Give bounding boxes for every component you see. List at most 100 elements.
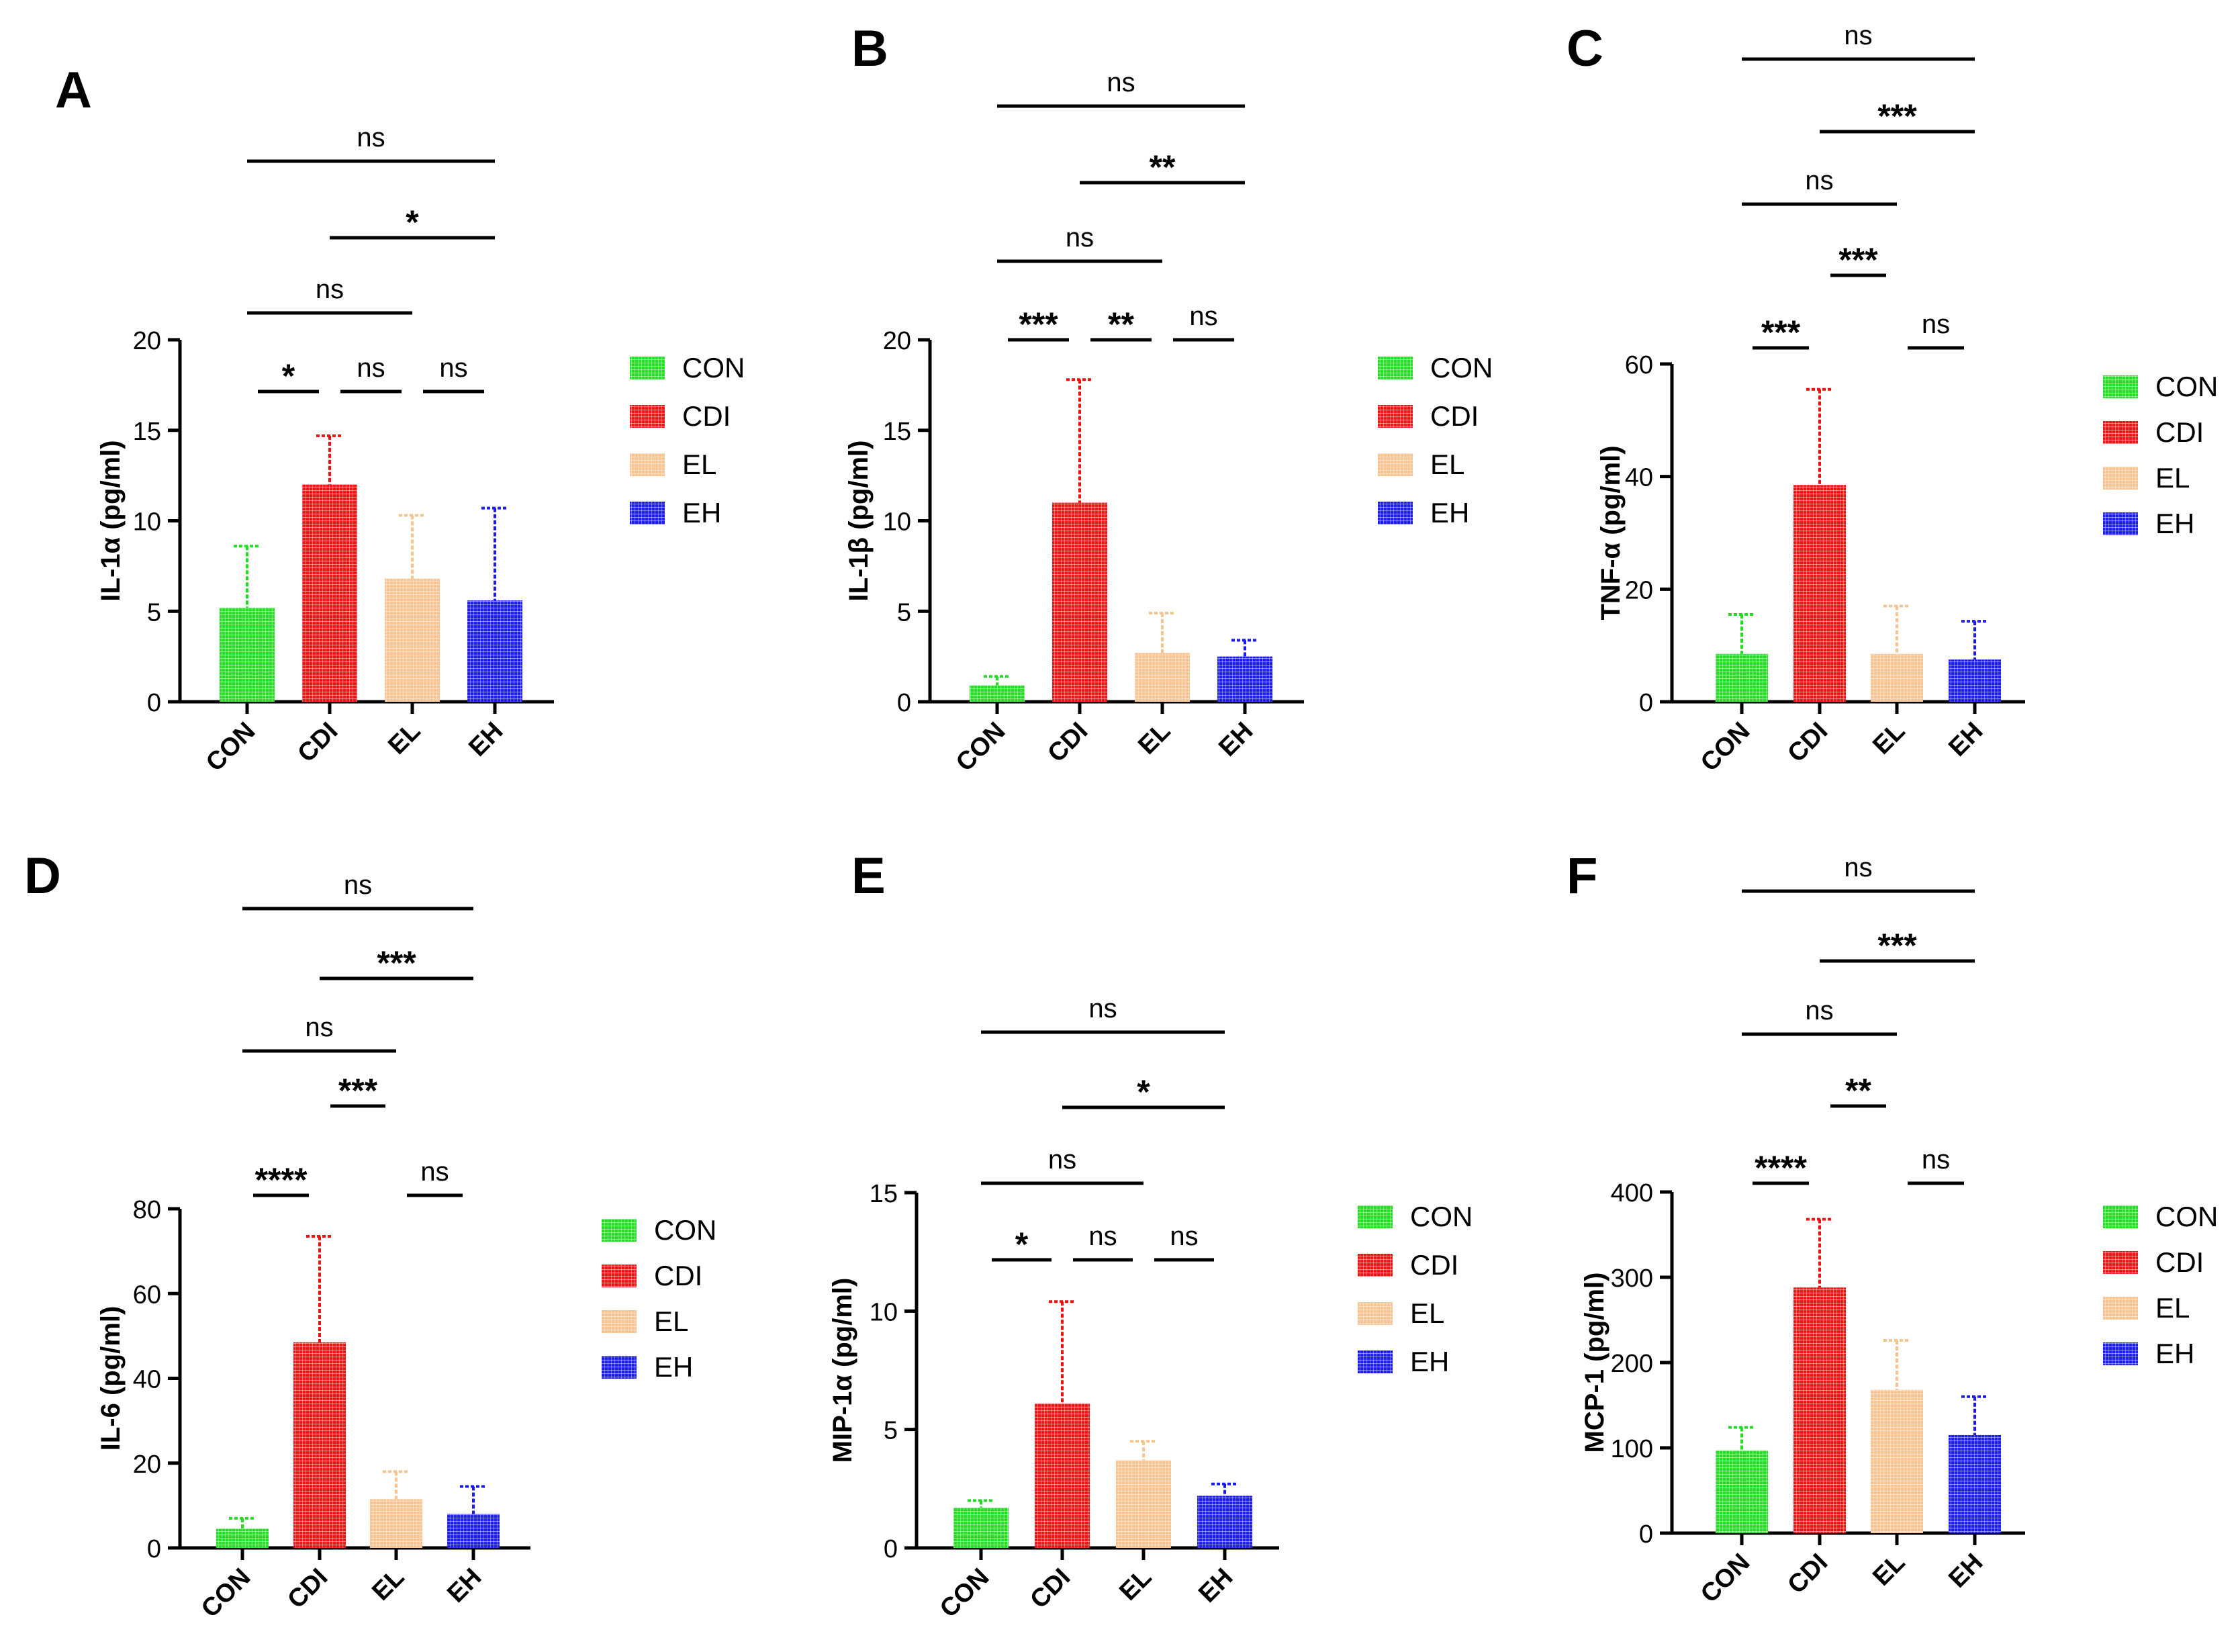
- y-tick-label: 0: [884, 1535, 898, 1563]
- bar-texture-con: [953, 1508, 1009, 1548]
- legend-swatch-texture: [2103, 421, 2138, 444]
- legend-swatch-texture: [2103, 1205, 2138, 1228]
- significance-ns: ns: [439, 353, 467, 383]
- legend-label-eh: EH: [2155, 1338, 2194, 1369]
- legend-label-eh: EH: [2155, 508, 2194, 539]
- y-tick-label: 20: [1625, 576, 1653, 604]
- bar-texture-eh: [447, 1514, 500, 1548]
- y-tick-label: 0: [147, 689, 161, 717]
- legend-swatch-texture: [602, 1265, 637, 1287]
- legend-label-con: CON: [654, 1214, 716, 1246]
- legend-label-con: CON: [2155, 1201, 2218, 1232]
- x-tick-label: CON: [196, 1563, 256, 1623]
- panel-letter: E: [851, 847, 886, 905]
- legend-swatch-texture: [2103, 467, 2138, 490]
- x-tick-label: EL: [383, 717, 426, 760]
- legend-swatch-texture: [1378, 453, 1413, 476]
- bar-texture-eh: [1197, 1496, 1252, 1548]
- y-tick-label: 100: [1611, 1435, 1653, 1463]
- x-tick-label: CDI: [1025, 1563, 1076, 1614]
- legend-label-con: CON: [2155, 371, 2218, 402]
- x-tick-label: CDI: [292, 717, 343, 768]
- y-tick-label: 10: [133, 508, 161, 537]
- y-axis-label: MIP-1α (pg/ml): [828, 1278, 857, 1463]
- significance-ns: ns: [357, 353, 385, 383]
- legend-swatch-texture: [602, 1356, 637, 1379]
- significance-ns: ns: [1048, 1145, 1076, 1175]
- legend-label-con: CON: [1410, 1201, 1473, 1232]
- significance-ns: ns: [357, 123, 385, 152]
- y-tick-label: 40: [1625, 464, 1653, 492]
- x-tick-label: EH: [1193, 1563, 1238, 1608]
- significance-ns: ns: [344, 870, 372, 900]
- y-tick-label: 15: [883, 418, 911, 446]
- x-tick-label: EL: [1867, 1549, 1910, 1592]
- bar-texture-el: [1116, 1460, 1171, 1548]
- panel-letter: B: [851, 20, 888, 77]
- y-tick-label: 0: [1639, 689, 1653, 717]
- y-tick-label: 200: [1611, 1350, 1653, 1378]
- legend-swatch-texture: [602, 1219, 637, 1242]
- y-tick-label: 5: [147, 598, 161, 627]
- significance-stars: ****: [255, 1161, 308, 1199]
- significance-stars: *: [406, 203, 419, 241]
- x-tick-label: CON: [1695, 717, 1755, 777]
- y-tick-label: 5: [884, 1417, 898, 1445]
- significance-ns: ns: [1088, 994, 1117, 1023]
- significance-ns: ns: [1922, 310, 1950, 339]
- bar-texture-cdi: [1793, 1287, 1846, 1533]
- significance-stars: *: [282, 357, 295, 395]
- y-tick-label: 0: [897, 689, 911, 717]
- legend-label-cdi: CDI: [1410, 1249, 1458, 1281]
- bar-texture-el: [370, 1499, 422, 1548]
- significance-stars: ***: [1877, 927, 1917, 964]
- significance-stars: **: [1845, 1072, 1871, 1109]
- bar-texture-cdi: [1052, 502, 1107, 702]
- y-axis-label: IL-1β (pg/ml): [844, 441, 874, 602]
- significance-stars: ***: [1838, 241, 1878, 279]
- bar-texture-el: [1871, 653, 1923, 702]
- significance-ns: ns: [420, 1157, 449, 1187]
- significance-ns: ns: [1844, 21, 1872, 50]
- legend-swatch-texture: [630, 357, 665, 379]
- significance-ns: ns: [305, 1013, 333, 1042]
- legend-label-el: EL: [1430, 449, 1464, 480]
- legend-label-eh: EH: [1410, 1346, 1449, 1377]
- legend-label-eh: EH: [682, 497, 721, 529]
- y-tick-label: 15: [870, 1180, 898, 1208]
- y-tick-label: 0: [147, 1535, 161, 1563]
- legend-swatch-texture: [1358, 1254, 1393, 1277]
- legend-swatch-texture: [1378, 502, 1413, 524]
- bar-texture-cdi: [302, 484, 357, 702]
- panel-a: A 0 5 10 15 20 IL-1α (pg/ml) CON CDI EL EH * ns ns ns *…: [55, 62, 745, 777]
- y-tick-label: 80: [133, 1196, 161, 1224]
- legend-swatch-texture: [2103, 512, 2138, 535]
- bar-texture-cdi: [1035, 1403, 1090, 1548]
- significance-ns: ns: [1189, 302, 1217, 331]
- legend-swatch-texture: [1358, 1350, 1393, 1373]
- legend-label-el: EL: [1410, 1297, 1444, 1329]
- legend-swatch-texture: [630, 453, 665, 476]
- y-tick-label: 60: [1625, 351, 1653, 379]
- x-tick-label: EH: [442, 1563, 487, 1608]
- legend-swatch-texture: [2103, 1251, 2138, 1274]
- y-tick-label: 300: [1611, 1265, 1653, 1293]
- legend-swatch-texture: [2103, 375, 2138, 398]
- legend-swatch-texture: [2103, 1297, 2138, 1320]
- legend-label-eh: EH: [1430, 497, 1469, 529]
- x-tick-label: CDI: [1782, 1549, 1833, 1600]
- x-tick-label: CDI: [282, 1563, 333, 1614]
- bar-texture-con: [1716, 1450, 1768, 1533]
- significance-ns: ns: [1805, 996, 1833, 1025]
- y-tick-label: 15: [133, 418, 161, 446]
- significance-stars: ***: [377, 944, 416, 982]
- bar-texture-el: [1135, 653, 1190, 702]
- significance-ns: ns: [1844, 853, 1872, 882]
- y-tick-label: 400: [1611, 1179, 1653, 1207]
- panel-letter: F: [1567, 847, 1597, 905]
- x-tick-label: EL: [367, 1563, 410, 1606]
- legend-swatch-texture: [1378, 357, 1413, 379]
- significance-stars: ***: [1877, 97, 1917, 135]
